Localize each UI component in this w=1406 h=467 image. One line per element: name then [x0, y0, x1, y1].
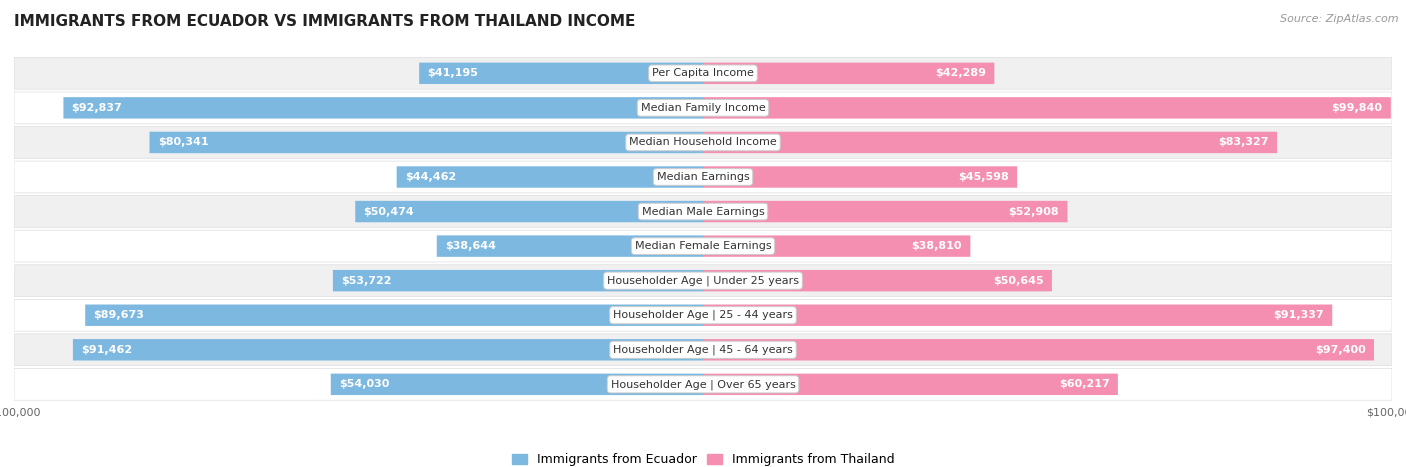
Text: $50,474: $50,474: [364, 206, 415, 217]
Text: $53,722: $53,722: [342, 276, 392, 286]
FancyBboxPatch shape: [333, 270, 703, 291]
FancyBboxPatch shape: [14, 265, 1392, 297]
Text: IMMIGRANTS FROM ECUADOR VS IMMIGRANTS FROM THAILAND INCOME: IMMIGRANTS FROM ECUADOR VS IMMIGRANTS FR…: [14, 14, 636, 29]
FancyBboxPatch shape: [14, 368, 1392, 400]
Text: $83,327: $83,327: [1219, 137, 1268, 148]
FancyBboxPatch shape: [703, 132, 1277, 153]
Text: $91,462: $91,462: [82, 345, 132, 355]
FancyBboxPatch shape: [703, 235, 970, 257]
FancyBboxPatch shape: [703, 63, 994, 84]
FancyBboxPatch shape: [703, 339, 1374, 361]
Text: $50,645: $50,645: [993, 276, 1043, 286]
Text: Median Male Earnings: Median Male Earnings: [641, 206, 765, 217]
FancyBboxPatch shape: [330, 374, 703, 395]
Text: Source: ZipAtlas.com: Source: ZipAtlas.com: [1281, 14, 1399, 24]
FancyBboxPatch shape: [149, 132, 703, 153]
Text: $99,840: $99,840: [1331, 103, 1382, 113]
Text: $41,195: $41,195: [427, 68, 478, 78]
FancyBboxPatch shape: [14, 127, 1392, 158]
Text: Median Family Income: Median Family Income: [641, 103, 765, 113]
Text: $91,337: $91,337: [1274, 310, 1324, 320]
Text: $38,644: $38,644: [446, 241, 496, 251]
FancyBboxPatch shape: [703, 304, 1333, 326]
FancyBboxPatch shape: [14, 196, 1392, 227]
FancyBboxPatch shape: [703, 270, 1052, 291]
FancyBboxPatch shape: [703, 97, 1391, 119]
FancyBboxPatch shape: [703, 166, 1017, 188]
Text: $38,810: $38,810: [911, 241, 962, 251]
FancyBboxPatch shape: [356, 201, 703, 222]
FancyBboxPatch shape: [14, 334, 1392, 366]
Text: $92,837: $92,837: [72, 103, 122, 113]
Text: $54,030: $54,030: [339, 379, 389, 389]
FancyBboxPatch shape: [73, 339, 703, 361]
Text: Median Household Income: Median Household Income: [628, 137, 778, 148]
Text: $60,217: $60,217: [1059, 379, 1109, 389]
FancyBboxPatch shape: [86, 304, 703, 326]
Text: Per Capita Income: Per Capita Income: [652, 68, 754, 78]
Text: $45,598: $45,598: [957, 172, 1010, 182]
Text: Householder Age | 25 - 44 years: Householder Age | 25 - 44 years: [613, 310, 793, 320]
Text: Householder Age | 45 - 64 years: Householder Age | 45 - 64 years: [613, 345, 793, 355]
FancyBboxPatch shape: [396, 166, 703, 188]
FancyBboxPatch shape: [14, 299, 1392, 331]
Text: $52,908: $52,908: [1008, 206, 1059, 217]
Text: Median Female Earnings: Median Female Earnings: [634, 241, 772, 251]
FancyBboxPatch shape: [14, 57, 1392, 89]
FancyBboxPatch shape: [419, 63, 703, 84]
Text: $42,289: $42,289: [935, 68, 986, 78]
FancyBboxPatch shape: [703, 201, 1067, 222]
FancyBboxPatch shape: [14, 92, 1392, 124]
FancyBboxPatch shape: [14, 161, 1392, 193]
Text: Householder Age | Under 25 years: Householder Age | Under 25 years: [607, 276, 799, 286]
Text: Median Earnings: Median Earnings: [657, 172, 749, 182]
FancyBboxPatch shape: [437, 235, 703, 257]
Text: $80,341: $80,341: [157, 137, 208, 148]
Text: $97,400: $97,400: [1315, 345, 1365, 355]
Legend: Immigrants from Ecuador, Immigrants from Thailand: Immigrants from Ecuador, Immigrants from…: [506, 448, 900, 467]
Text: $89,673: $89,673: [93, 310, 145, 320]
Text: $44,462: $44,462: [405, 172, 456, 182]
FancyBboxPatch shape: [14, 230, 1392, 262]
FancyBboxPatch shape: [63, 97, 703, 119]
Text: Householder Age | Over 65 years: Householder Age | Over 65 years: [610, 379, 796, 389]
FancyBboxPatch shape: [703, 374, 1118, 395]
